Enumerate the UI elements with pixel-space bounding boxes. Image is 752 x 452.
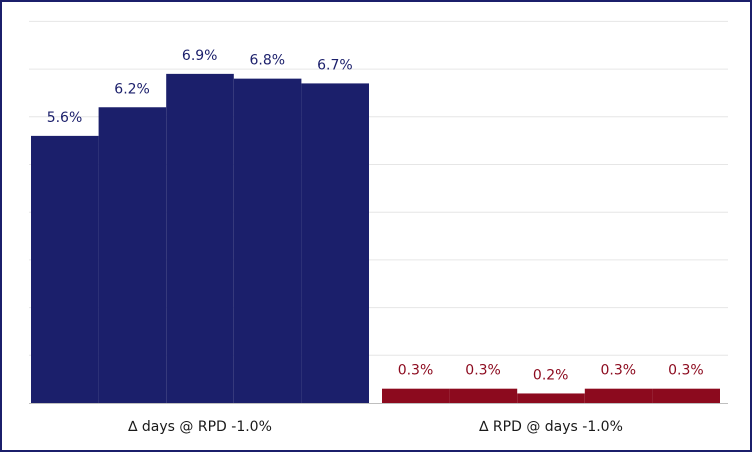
bar-rpd-5: [652, 388, 720, 403]
data-label: 5.6%: [47, 110, 83, 126]
bar-rpd-3: [517, 393, 585, 403]
data-label: 6.9%: [182, 48, 218, 64]
data-labels: 5.6% 6.2% 6.9% 6.8% 6.7% 0.3% 0.3% 0.2% 0.3% 0.3%: [47, 48, 704, 384]
data-label: 6.8%: [250, 53, 286, 69]
category-label: ∆ days @ RPD -1.0%: [127, 419, 272, 435]
bar-rpd-4: [584, 388, 653, 403]
data-label: 0.3%: [465, 363, 501, 379]
data-label: 0.3%: [398, 363, 434, 379]
data-label: 0.3%: [601, 363, 637, 379]
bar-days-4: [233, 78, 302, 403]
bar-days-5: [301, 83, 369, 403]
data-label: 6.7%: [317, 57, 353, 73]
bar-days-3: [166, 73, 234, 404]
bar-rpd-1: [382, 388, 450, 403]
data-label: 6.2%: [114, 81, 150, 97]
data-label: 0.2%: [533, 367, 569, 383]
bars: [31, 73, 720, 404]
bar-rpd-2: [449, 388, 518, 403]
bar-days-2: [98, 107, 167, 403]
data-label: 0.3%: [668, 363, 704, 379]
category-labels: ∆ days @ RPD -1.0% ∆ RPD @ days -1.0%: [127, 419, 623, 435]
bar-days-1: [31, 135, 99, 403]
category-label: ∆ RPD @ days -1.0%: [478, 419, 623, 435]
